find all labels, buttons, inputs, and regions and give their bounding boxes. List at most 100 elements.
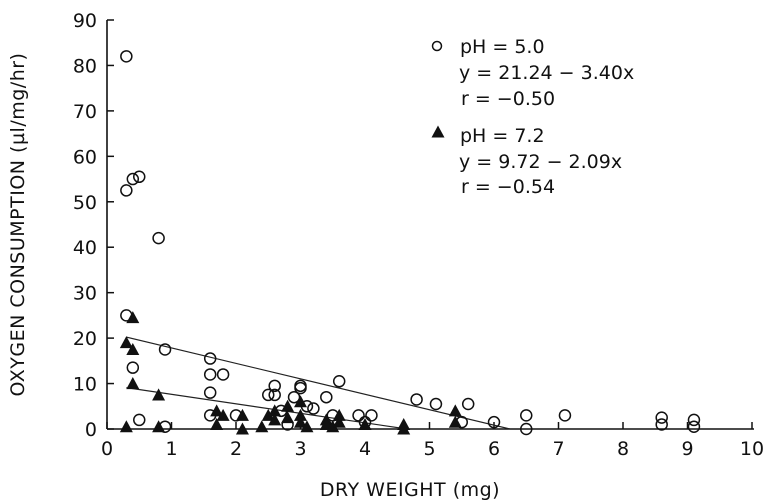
x-axis-ticks: 0 1 2 3 4 5 6 7 8 9 10 [101, 422, 764, 460]
data-point-ph72 [448, 415, 462, 428]
data-point-ph72 [448, 404, 462, 417]
y-tick-label: 0 [85, 419, 97, 441]
data-point-ph72 [261, 408, 275, 421]
data-point-ph5 [520, 422, 533, 436]
data-point-ph72 [358, 417, 372, 430]
x-tick-label: 9 [681, 438, 693, 460]
data-point-ph72 [152, 420, 166, 433]
data-point-ph5 [520, 409, 533, 422]
legend: pH = 5.0 y = 21.24 − 3.40x r = −0.50 pH … [431, 36, 634, 198]
data-point-ph72 [294, 408, 307, 421]
data-point-ph5 [216, 368, 230, 381]
plot-area: 0 1 2 3 4 5 6 7 8 9 10 0 10 20 30 40 50 60 70 80 90 [73, 10, 764, 460]
data-point-ph5 [320, 390, 333, 404]
y-axis-title: OXYGEN CONSUMPTION (µl/mg/hr) [7, 53, 29, 397]
data-point-ph72 [281, 399, 295, 412]
data-point-ph5 [307, 402, 320, 415]
data-point-ph72 [235, 408, 249, 421]
data-point-ph5 [687, 420, 701, 433]
data-point-ph5 [152, 231, 165, 245]
data-point-ph72 [210, 404, 224, 417]
legend-circle-icon [431, 40, 443, 52]
legend-entry-ph5: pH = 5.0 y = 21.24 − 3.40x r = −0.50 [431, 36, 634, 110]
x-tick-label: 2 [230, 438, 242, 460]
y-tick-label: 50 [73, 192, 97, 214]
data-point-ph72 [126, 377, 140, 390]
data-point-ph5 [133, 170, 146, 184]
legend-entry-ph72: pH = 7.2 y = 9.72 − 2.09x r = −0.54 [431, 125, 622, 198]
data-point-ph5 [158, 343, 172, 356]
y-tick-label: 60 [73, 146, 97, 168]
data-point-ph72 [332, 415, 346, 428]
data-point-ph72 [119, 336, 133, 349]
regression-line-ph5 [126, 336, 511, 430]
data-point-ph5 [133, 413, 146, 427]
data-point-ph72 [294, 395, 307, 408]
data-point-ph5 [126, 172, 140, 186]
data-point-ph5 [262, 388, 275, 402]
data-point-ph72 [397, 422, 411, 435]
data-point-ph5 [655, 411, 668, 424]
data-point-ph72 [235, 422, 249, 435]
y-tick-label: 20 [73, 328, 97, 350]
data-point-ph72 [126, 342, 140, 355]
data-point-ph5 [268, 379, 281, 393]
data-point-ph72 [300, 420, 314, 433]
y-axis-ticks: 0 10 20 30 40 50 60 70 80 90 [73, 10, 114, 441]
data-point-ph72 [255, 420, 269, 433]
data-point-ph5 [203, 386, 217, 399]
x-tick-label: 4 [359, 438, 371, 460]
y-tick-label: 30 [73, 283, 97, 305]
data-point-ph72 [294, 415, 307, 428]
data-point-ph72 [119, 420, 133, 433]
x-tick-label: 7 [552, 438, 564, 460]
legend-correlation: r = −0.50 [461, 88, 555, 110]
x-tick-label: 0 [101, 438, 113, 460]
x-tick-label: 6 [488, 438, 500, 460]
data-point-ph5 [120, 184, 133, 197]
y-tick-label: 10 [73, 374, 97, 396]
legend-series-name: pH = 5.0 [460, 36, 545, 58]
data-point-ph5 [203, 352, 217, 365]
data-point-ph72 [152, 388, 166, 401]
data-point-ph72 [332, 408, 346, 421]
y-tick-label: 90 [73, 10, 97, 32]
data-point-ph5 [487, 415, 501, 429]
data-point-ph72 [268, 404, 282, 417]
data-point-ph5 [294, 381, 307, 395]
legend-series-name: pH = 7.2 [460, 125, 545, 147]
data-point-ph5 [558, 409, 572, 422]
data-point-ph72 [126, 311, 140, 324]
x-tick-label: 5 [423, 438, 435, 460]
data-point-ph5 [126, 361, 140, 374]
legend-equation: y = 9.72 − 2.09x [459, 151, 622, 173]
data-point-ph5 [352, 409, 365, 422]
data-point-ph72 [268, 413, 282, 426]
data-point-ph5 [268, 388, 281, 402]
data-point-ph5 [461, 397, 475, 411]
x-tick-label: 10 [740, 438, 764, 460]
y-tick-label: 80 [73, 55, 97, 77]
x-tick-label: 8 [617, 438, 629, 460]
y-tick-label: 40 [73, 237, 97, 259]
data-point-ph72 [326, 420, 340, 433]
legend-equation: y = 21.24 − 3.40x [459, 62, 634, 84]
data-point-ph5 [410, 393, 423, 406]
data-point-ph5 [687, 413, 701, 427]
legend-triangle-icon [431, 125, 445, 138]
data-point-ph5 [655, 418, 668, 431]
data-point-ph72 [216, 408, 230, 421]
data-point-ph5 [120, 50, 133, 63]
x-tick-label: 3 [294, 438, 306, 460]
data-point-ph72 [210, 417, 224, 430]
data-points [119, 50, 701, 436]
x-axis-title: DRY WEIGHT (mg) [320, 479, 500, 501]
x-tick-label: 1 [165, 438, 177, 460]
data-point-ph5 [365, 409, 378, 422]
data-point-ph72 [281, 411, 295, 424]
data-point-ph5 [332, 375, 346, 388]
y-tick-label: 70 [73, 101, 97, 123]
data-point-ph5 [429, 397, 443, 411]
legend-correlation: r = −0.54 [461, 176, 555, 198]
